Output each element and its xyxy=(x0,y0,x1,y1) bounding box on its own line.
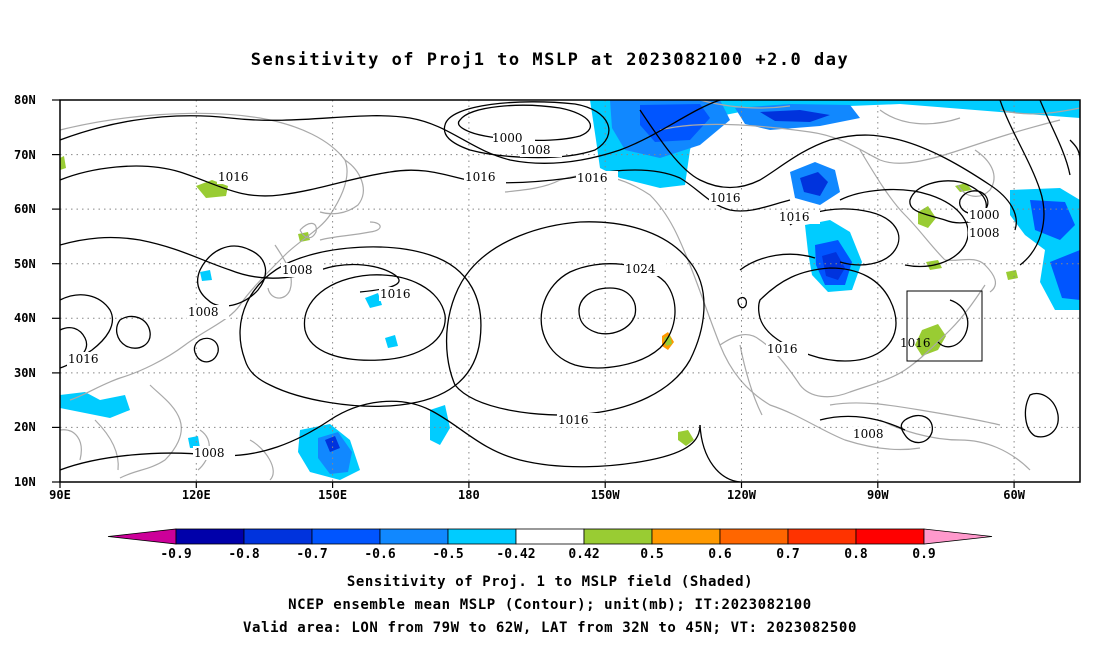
colorbar-tick-label: -0.6 xyxy=(364,547,395,562)
valid-area-box xyxy=(906,290,983,362)
colorbar-segment xyxy=(311,528,381,545)
colorbar-tick-label: 0.7 xyxy=(776,547,799,562)
lon-label: 60W xyxy=(1003,488,1025,502)
contour-label: 1016 xyxy=(558,413,589,427)
contour-label: 1008 xyxy=(853,427,884,441)
lon-label: 180 xyxy=(458,488,480,502)
colorbar-tick-label: -0.42 xyxy=(496,547,535,562)
latitude-labels: 80N 70N 60N 50N 40N 30N 20N 10N xyxy=(14,93,36,489)
caption-contour: NCEP ensemble mean MSLP (Contour); unit(… xyxy=(288,597,812,613)
colorbar-tick-label: -0.7 xyxy=(296,547,327,562)
contour-label: 1000 xyxy=(969,208,1000,222)
lon-label: 120E xyxy=(182,488,211,502)
contour-label: 1016 xyxy=(380,287,411,301)
lat-label: 70N xyxy=(14,148,36,162)
colorbar-tick-label: 0.8 xyxy=(844,547,868,562)
caption-valid-area: Valid area: LON from 79W to 62W, LAT fro… xyxy=(243,620,857,636)
contour-label: 1008 xyxy=(969,226,1000,240)
contour-label: 1008 xyxy=(520,143,551,157)
contour-label: 1016 xyxy=(710,191,741,205)
lon-label: 150W xyxy=(591,488,621,502)
contour-label: 1016 xyxy=(68,352,99,366)
colorbar-tick-label: 0.5 xyxy=(640,547,663,562)
colorbar-segment xyxy=(855,528,925,545)
sensitivity-shading xyxy=(60,100,1080,480)
map-panel: 1000 1008 1016 1016 1016 1024 1016 1016 … xyxy=(14,93,1081,502)
lon-label: 120W xyxy=(727,488,757,502)
contour-label: 1008 xyxy=(282,263,313,277)
lat-label: 80N xyxy=(14,93,36,107)
contour-label: 1008 xyxy=(194,446,225,460)
colorbar-segment xyxy=(107,528,177,545)
colorbar-segment xyxy=(583,528,653,545)
colorbar-segment xyxy=(719,528,789,545)
lat-label: 60N xyxy=(14,202,36,216)
page-title: Sensitivity of Proj1 to MSLP at 20230821… xyxy=(250,50,850,70)
lon-label: 90W xyxy=(867,488,889,502)
contour-label: 1008 xyxy=(188,305,219,319)
colorbar-tick-label: 0.42 xyxy=(568,547,599,562)
coastlines xyxy=(60,100,1080,481)
contour-label: 1016 xyxy=(465,170,496,184)
colorbar-tick-label: -0.8 xyxy=(228,547,259,562)
lat-label: 20N xyxy=(14,420,36,434)
colorbar-segment xyxy=(175,528,245,545)
lat-label: 50N xyxy=(14,257,36,271)
contour-label: 1016 xyxy=(218,170,249,184)
colorbar-segment xyxy=(243,528,313,545)
colorbar-segment xyxy=(787,528,857,545)
mslp-contours xyxy=(60,100,1080,482)
colorbar-segment xyxy=(651,528,721,545)
contour-label: 1016 xyxy=(577,171,608,185)
caption-shading: Sensitivity of Proj. 1 to MSLP field (Sh… xyxy=(346,574,754,590)
colorbar-labels: -0.9 -0.8 -0.7 -0.6 -0.5 -0.42 0.42 0.5 0.6 0.7 0.… xyxy=(160,547,935,562)
colorbar-segment xyxy=(923,528,993,545)
colorbar-segment xyxy=(447,528,517,545)
svg-text:1016: 1016 xyxy=(900,336,931,350)
contour-label: 1016 xyxy=(779,210,810,224)
lat-label: 40N xyxy=(14,311,36,325)
contour-label: 1024 xyxy=(625,262,656,276)
lat-label: 30N xyxy=(14,366,36,380)
contour-label: 1000 xyxy=(492,131,523,145)
colorbar-segment xyxy=(379,528,449,545)
lat-label: 10N xyxy=(14,475,36,489)
longitude-labels: 90E 120E 150E 180 150W 120W 90W 60W xyxy=(49,488,1026,502)
colorbar-tick-label: -0.9 xyxy=(160,547,191,562)
colorbar-tick-label: 0.9 xyxy=(912,547,935,562)
lon-label: 150E xyxy=(318,488,347,502)
colorbar-tick-label: -0.5 xyxy=(432,547,463,562)
contour-label: 1016 xyxy=(767,342,798,356)
colorbar-tick-label: 0.6 xyxy=(708,547,732,562)
colorbar xyxy=(107,528,993,545)
colorbar-segment xyxy=(515,528,585,545)
contour-labels: 1000 1008 1016 1016 1016 1024 1016 1016 … xyxy=(67,131,1010,460)
lon-label: 90E xyxy=(49,488,71,502)
